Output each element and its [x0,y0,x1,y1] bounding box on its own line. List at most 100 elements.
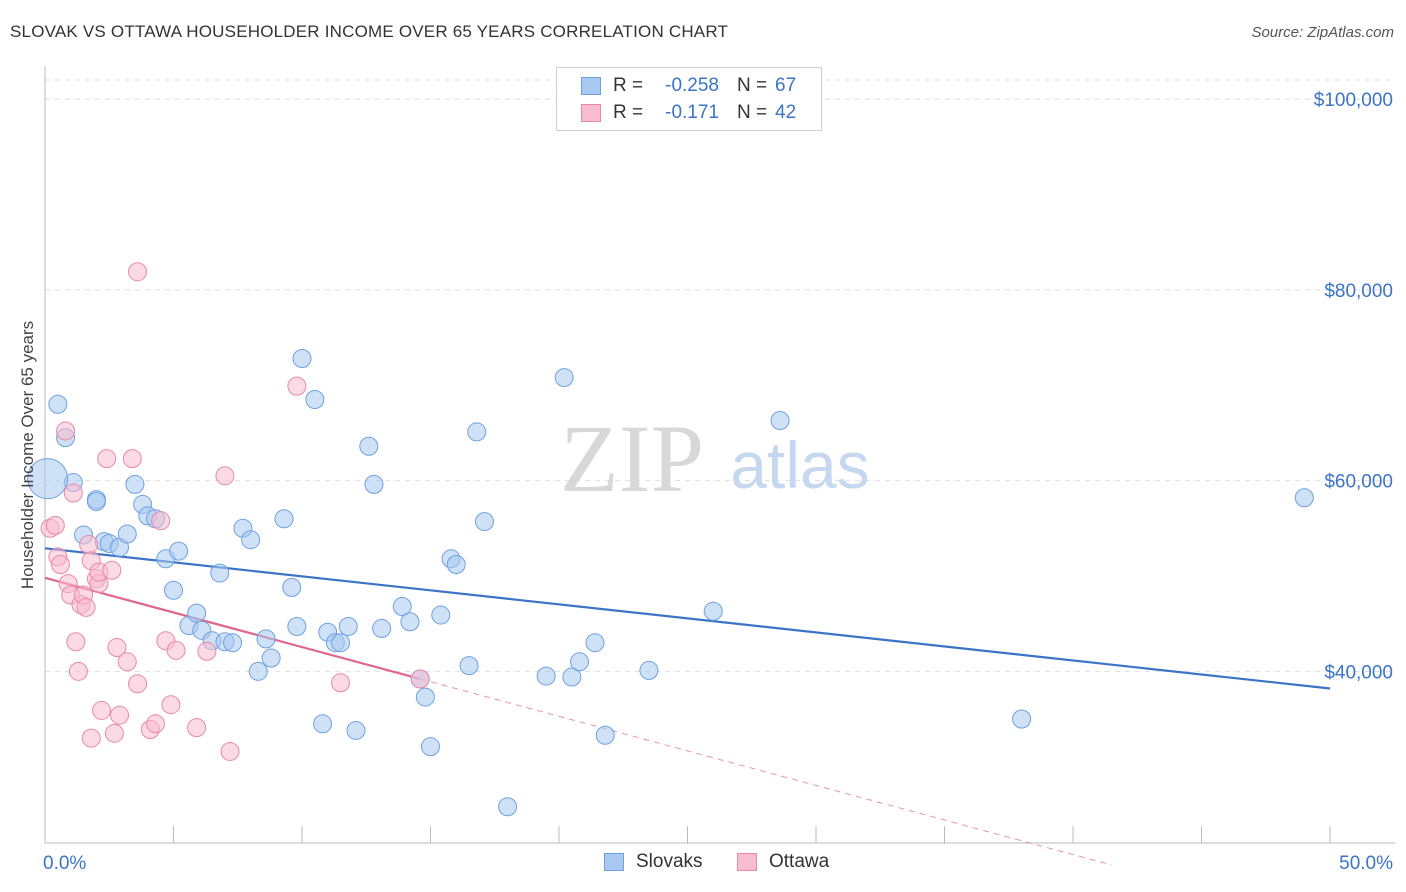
slovaks-point [392,596,412,616]
slovaks-swatch [581,77,601,95]
slovaks-point [421,737,440,757]
watermark-zip: ZIP [560,405,704,512]
slovaks-point [562,667,582,687]
slovaks-trend-line [44,547,1331,690]
slovaks-point [313,714,333,734]
ottawa-point [45,515,65,535]
ottawa-point [66,632,86,652]
n-label: N = [737,102,768,123]
ottawa-point [117,652,137,672]
n-value: 42 [775,102,797,123]
ottawa-point [104,723,124,743]
ottawa-point [287,376,307,396]
ottawa-trend-extension [420,678,1112,866]
slovaks-point [431,605,451,625]
legend-row-slovaks: R = -0.258 N = 67 [581,73,796,99]
ottawa-point [161,695,181,715]
n-label: N = [737,75,768,96]
slovaks-point [595,725,615,745]
slovaks-point [359,436,379,456]
slovaks-point [164,580,183,600]
y-axis-label: Householder Income Over 65 years [18,320,37,590]
gridlines [45,79,1395,672]
slovaks-point [305,390,325,410]
slovaks-point [125,474,145,494]
slovaks-point [639,660,659,680]
ottawa-point [128,262,148,282]
ottawa-point [76,597,96,617]
r-value: -0.171 [665,102,719,123]
slovaks-point [770,410,790,430]
ottawa-point [128,674,148,694]
slovaks-point [292,348,312,368]
n-value: 67 [775,75,797,96]
ottawa-point [220,741,240,761]
slovaks-point [338,616,358,636]
ottawa-point [122,449,142,469]
slovaks-point [282,577,302,597]
slovaks-point [459,656,479,676]
slovaks-point [261,648,281,668]
series-legend: Slovaks Ottawa [0,851,1406,877]
y-tick-label: $80,000 [1324,281,1393,302]
x-tick-label: 0.0% [43,853,86,874]
slovaks-point [570,652,590,672]
ottawa-point [63,483,83,503]
ottawa-point [79,534,99,554]
slovaks-point [86,492,106,512]
slovaks-point [48,394,68,414]
watermark-atlas: atlas [730,428,869,502]
legend-label: Ottawa [769,851,830,872]
slovaks-point [400,612,420,632]
r-label: R = [613,75,644,96]
ottawa-point [331,673,351,693]
slovaks-point [187,603,207,623]
chart-title: SLOVAK VS OTTAWA HOUSEHOLDER INCOME OVER… [10,22,729,41]
ottawa-point [68,661,88,681]
slovaks-point [241,530,261,550]
data-points [27,262,1314,817]
legend-label: Slovaks [636,851,703,872]
slovaks-point [117,524,137,544]
slovaks-point [498,797,518,817]
correlation-legend: R = -0.258 N = 67 R = -0.171 N = 42 [556,67,822,131]
slovaks-point [474,512,494,532]
slovaks-point [554,368,574,388]
legend-row-ottawa: R = -0.171 N = 42 [581,100,796,126]
slovaks-point [169,541,189,561]
ottawa-point [56,421,76,441]
slovaks-point [274,509,294,529]
slovaks-point [346,720,366,740]
ottawa-point [81,728,101,748]
ottawa-point [107,637,127,657]
slovaks-point [248,661,268,681]
watermark: ZIP atlas [560,405,870,512]
slovaks-point [364,474,384,494]
legend-item-ottawa[interactable]: Ottawa [737,851,829,873]
legend-item-slovaks[interactable]: Slovaks [604,851,703,873]
ottawa-point [50,555,70,575]
ottawa-point [92,700,112,720]
x-tick-label: 50.0% [1339,853,1393,874]
y-tick-label: $40,000 [1324,662,1393,683]
ottawa-swatch [737,853,757,871]
ottawa-trend-line [44,576,421,681]
ottawa-point [410,669,430,689]
slovaks-point [415,687,435,707]
slovaks-point [1294,488,1314,508]
ottawa-point [110,705,130,725]
slovaks-point [223,633,243,653]
source-label: Source: ZipAtlas.com [1251,24,1394,41]
slovaks-point [27,458,69,500]
ottawa-point [187,718,207,738]
axes [44,66,1395,844]
slovaks-swatch [604,853,624,871]
ottawa-point [166,640,186,660]
ottawa-point [215,466,235,486]
ottawa-point [151,511,171,531]
slovaks-point [287,616,307,636]
slovaks-point [585,633,605,653]
tick-labels: $40,000 $60,000 $80,000 $100,000 0.0% 50.0% [43,90,1393,874]
trend-lines [44,547,1331,866]
